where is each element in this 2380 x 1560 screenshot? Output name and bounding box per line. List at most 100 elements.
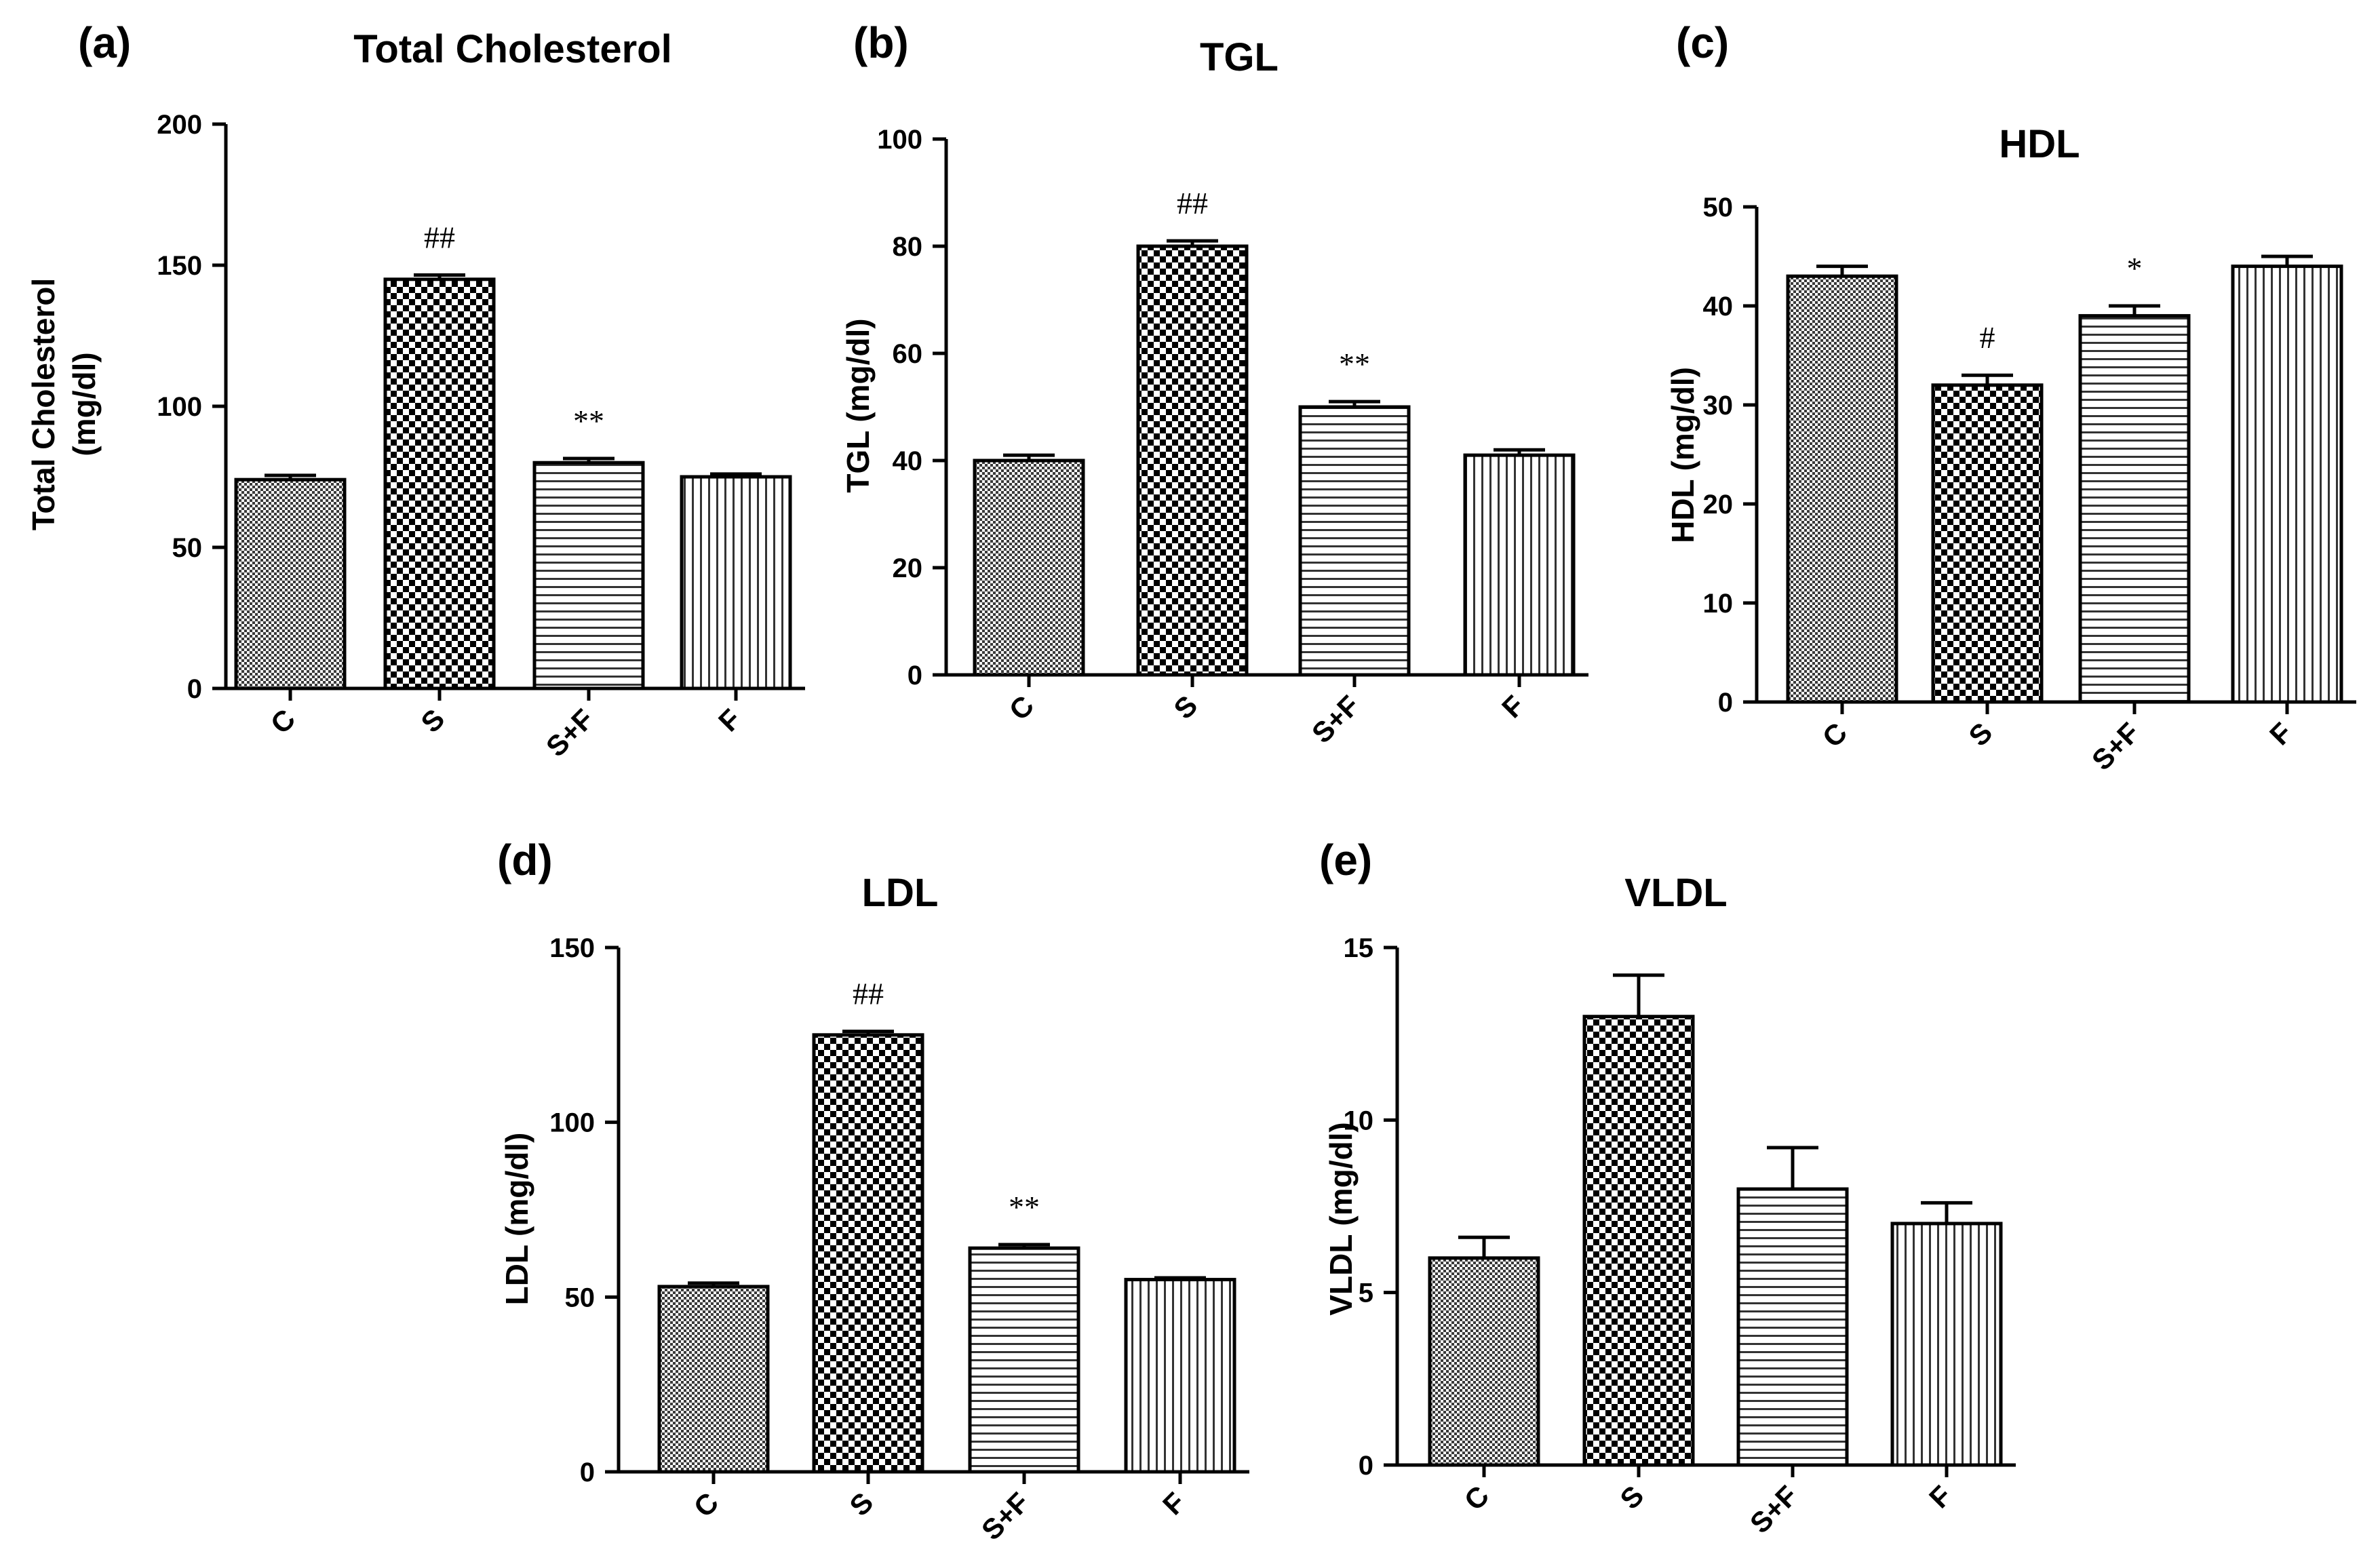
bar-c bbox=[234, 477, 347, 690]
panel-label: (a) bbox=[78, 18, 131, 67]
y-tick-label: 200 bbox=[157, 110, 202, 140]
x-tick-label: F bbox=[1923, 1479, 1957, 1514]
y-tick-label: 150 bbox=[549, 933, 595, 963]
y-tick-label: 0 bbox=[1718, 688, 1733, 718]
y-tick-label: 0 bbox=[908, 661, 922, 690]
x-tick-label: C bbox=[688, 1486, 725, 1523]
chart-panel-c: (c) HDL HDL (mg/dl) 0 10 20 30 40 50 C # S * S+F F bbox=[1665, 18, 2356, 777]
y-axis-label-line-1: HDL (mg/dl) bbox=[1665, 367, 1700, 543]
chart-panel-b: (b) TGL TGL (mg/dl) 0 20 40 60 80 100 C ## S ** S+… bbox=[840, 18, 1588, 749]
y-tick-label: 40 bbox=[1703, 292, 1734, 321]
x-tick-label: C bbox=[1458, 1479, 1496, 1517]
y-tick-label: 0 bbox=[1359, 1451, 1373, 1481]
x-tick-label: F bbox=[2263, 716, 2298, 751]
bar-s bbox=[1136, 244, 1249, 677]
bar-c bbox=[973, 459, 1085, 677]
y-tick-label: 60 bbox=[893, 339, 923, 369]
x-tick-label: S bbox=[1962, 716, 1998, 752]
bar-f bbox=[1890, 1222, 2003, 1467]
bar-c bbox=[1428, 1256, 1540, 1467]
plot-area: 0 20 40 60 80 100 C ## S ** S+F F bbox=[877, 125, 1588, 749]
y-tick-label: 0 bbox=[187, 674, 202, 704]
y-tick-label: 40 bbox=[893, 446, 923, 476]
chart-panel-e: (e) VLDL VLDL (mg/dl) 0 5 10 15 C S S+F F bbox=[1319, 836, 2016, 1540]
chart-title: TGL bbox=[1200, 35, 1279, 79]
x-tick-label: S bbox=[1614, 1479, 1650, 1515]
bar-s-plus-f bbox=[1298, 405, 1411, 677]
y-axis-label-line-2: (mg/dl) bbox=[66, 352, 102, 456]
x-tick-label: S+F bbox=[1744, 1479, 1804, 1540]
y-axis-label-line-1: VLDL (mg/dl) bbox=[1323, 1122, 1359, 1315]
significance-marker: ## bbox=[424, 220, 455, 255]
significance-marker: ** bbox=[573, 404, 604, 438]
bar-c bbox=[1786, 274, 1898, 704]
bar-f bbox=[680, 475, 792, 690]
y-tick-label: 10 bbox=[1344, 1106, 1374, 1135]
chart-title: LDL bbox=[862, 871, 939, 915]
bar-s bbox=[1582, 1015, 1695, 1467]
plot-area: 0 10 20 30 40 50 C # S * S+F F bbox=[1703, 193, 2356, 777]
significance-marker: # bbox=[1980, 320, 1995, 355]
x-tick-label: S+F bbox=[540, 703, 600, 763]
panel-label: (d) bbox=[497, 836, 553, 884]
y-tick-label: 15 bbox=[1344, 933, 1374, 963]
bar-s bbox=[383, 277, 496, 690]
x-tick-label: C bbox=[265, 703, 302, 740]
y-axis-label-line-1: LDL (mg/dl) bbox=[499, 1133, 534, 1306]
bar-s-plus-f bbox=[1736, 1187, 1849, 1467]
y-tick-label: 150 bbox=[157, 251, 202, 281]
y-tick-label: 5 bbox=[1359, 1279, 1373, 1308]
y-axis-label-line-1: Total Cholesterol bbox=[26, 278, 61, 530]
bar-s-plus-f bbox=[532, 461, 645, 690]
bar-s bbox=[1931, 383, 2044, 704]
x-tick-label: C bbox=[1816, 716, 1854, 754]
x-tick-label: S+F bbox=[975, 1486, 1036, 1546]
y-tick-label: 100 bbox=[549, 1108, 595, 1138]
x-tick-label: F bbox=[712, 703, 747, 737]
significance-marker: ** bbox=[1009, 1190, 1040, 1224]
x-tick-label: S+F bbox=[2086, 716, 2146, 777]
chart-title: Total Cholesterol bbox=[353, 27, 671, 71]
x-tick-label: F bbox=[1156, 1486, 1191, 1521]
y-axis-label-line-1: TGL (mg/dl) bbox=[840, 318, 876, 492]
y-tick-label: 10 bbox=[1703, 589, 1734, 619]
plot-area: 0 5 10 15 C S S+F F bbox=[1344, 933, 2016, 1540]
x-tick-label: S bbox=[414, 703, 450, 739]
y-tick-label: 0 bbox=[580, 1458, 595, 1487]
chart-panel-d: (d) LDL LDL (mg/dl) 0 50 100 150 C ## S ** S+F F bbox=[497, 836, 1249, 1546]
x-tick-label: F bbox=[1496, 689, 1530, 724]
y-tick-label: 50 bbox=[172, 533, 203, 563]
panel-label: (c) bbox=[1676, 18, 1729, 67]
bar-c bbox=[657, 1285, 770, 1474]
plot-area: 0 50 100 150 200 C ## S ** S+F F bbox=[157, 110, 805, 763]
bar-s-plus-f bbox=[968, 1246, 1080, 1474]
plot-area: 0 50 100 150 C ## S ** S+F F bbox=[549, 933, 1249, 1546]
y-tick-label: 20 bbox=[893, 553, 923, 583]
bar-f bbox=[1463, 453, 1576, 677]
y-tick-label: 100 bbox=[157, 392, 202, 422]
significance-marker: ## bbox=[853, 977, 884, 1011]
x-tick-label: S bbox=[843, 1486, 879, 1522]
chart-title: VLDL bbox=[1624, 871, 1727, 915]
y-tick-label: 80 bbox=[893, 232, 923, 262]
panel-label: (e) bbox=[1319, 836, 1372, 884]
significance-marker: ## bbox=[1177, 186, 1208, 220]
y-tick-label: 100 bbox=[877, 125, 922, 155]
bar-f bbox=[1124, 1278, 1236, 1474]
y-tick-label: 50 bbox=[565, 1283, 596, 1312]
x-tick-label: C bbox=[1003, 689, 1040, 726]
x-tick-label: S bbox=[1167, 689, 1203, 725]
bar-s-plus-f bbox=[2078, 314, 2191, 704]
y-tick-label: 30 bbox=[1703, 391, 1734, 421]
panel-label: (b) bbox=[853, 18, 909, 67]
bar-s bbox=[812, 1033, 924, 1474]
significance-marker: * bbox=[2127, 251, 2143, 286]
chart-title: HDL bbox=[1999, 122, 2080, 166]
x-tick-label: S+F bbox=[1306, 689, 1366, 749]
chart-panel-a: (a) Total Cholesterol Total Cholesterol … bbox=[26, 18, 805, 763]
y-tick-label: 20 bbox=[1703, 490, 1734, 520]
bar-f bbox=[2231, 265, 2343, 704]
significance-marker: ** bbox=[1339, 347, 1370, 381]
y-tick-label: 50 bbox=[1703, 193, 1734, 222]
